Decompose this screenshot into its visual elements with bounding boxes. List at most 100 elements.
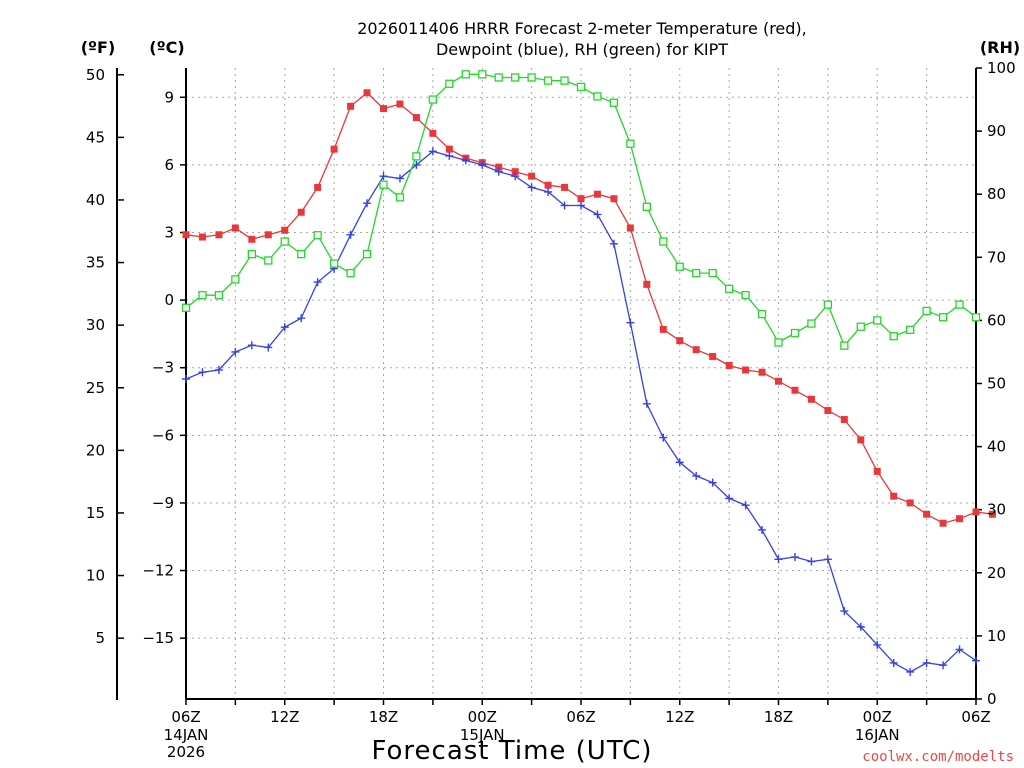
rh-tick-label: 30 <box>987 501 1006 519</box>
data-point <box>231 347 240 356</box>
data-point <box>560 76 569 85</box>
data-point <box>610 195 618 203</box>
data-point <box>494 167 503 176</box>
data-point <box>181 303 191 312</box>
data-point <box>709 352 717 360</box>
data-point <box>445 145 453 153</box>
data-point <box>889 658 898 667</box>
fahrenheit-tick-label: 10 <box>86 567 105 585</box>
data-point <box>247 341 256 350</box>
data-point <box>511 73 520 82</box>
celsius-tick-label: −15 <box>142 629 174 647</box>
data-point <box>972 508 980 516</box>
data-point <box>906 667 915 676</box>
data-point <box>412 114 420 122</box>
data-point <box>214 365 223 374</box>
data-point <box>643 280 651 288</box>
data-point <box>923 510 931 518</box>
data-point <box>676 337 684 345</box>
x-date-label: 16JAN <box>855 726 900 744</box>
data-point <box>544 181 552 189</box>
grid-lines <box>185 68 977 699</box>
data-point <box>840 607 849 616</box>
rh-tick-label: 100 <box>987 59 1016 77</box>
rh-tick-label: 20 <box>987 564 1006 582</box>
data-point <box>198 233 206 241</box>
data-point <box>807 395 815 403</box>
data-point <box>824 407 832 415</box>
data-point <box>972 656 980 665</box>
data-point <box>659 325 667 333</box>
data-point <box>445 151 454 160</box>
data-point <box>659 237 668 246</box>
data-point <box>445 79 454 88</box>
data-point <box>379 172 388 181</box>
data-point <box>461 156 470 165</box>
celsius-tick-label: 3 <box>164 224 174 242</box>
data-point <box>544 187 553 196</box>
data-point <box>363 199 372 208</box>
data-point <box>626 139 635 148</box>
data-point <box>626 318 635 327</box>
data-point <box>774 338 783 347</box>
fahrenheit-tick-label: 20 <box>86 441 105 459</box>
series-2-meter-temperature <box>182 89 996 527</box>
fahrenheit-tick-label: 30 <box>86 316 105 334</box>
data-point <box>182 374 190 383</box>
data-point <box>215 231 223 239</box>
rh-tick-label: 40 <box>987 438 1006 456</box>
celsius-tick-label: 9 <box>164 88 174 106</box>
data-point <box>428 95 438 104</box>
data-point <box>313 278 322 287</box>
data-point <box>330 145 338 153</box>
x-date-label: 15JAN <box>460 726 505 744</box>
x-tick-label: 00Z <box>863 708 892 726</box>
data-point <box>692 268 701 278</box>
data-point <box>182 231 190 239</box>
data-point <box>906 325 915 335</box>
data-point <box>659 433 668 442</box>
credit-text: coolwx.com/modelts <box>862 749 1014 765</box>
data-point <box>428 147 437 156</box>
data-point <box>642 399 651 408</box>
data-point <box>857 436 865 444</box>
x-tick-label: 12Z <box>665 708 694 726</box>
chart-title-line2: Dewpoint (blue), RH (green) for KIPT <box>436 40 728 59</box>
rh-tick-label: 10 <box>987 627 1006 645</box>
data-point <box>593 190 601 198</box>
data-point <box>873 316 882 325</box>
data-point <box>939 661 948 670</box>
data-point <box>543 76 553 85</box>
data-point <box>362 249 372 259</box>
data-point <box>840 416 848 424</box>
fahrenheit-tick-label: 50 <box>86 66 105 84</box>
celsius-tick-label: −6 <box>152 426 174 444</box>
fahrenheit-tick-label: 15 <box>86 504 105 522</box>
data-point <box>873 640 882 649</box>
data-point <box>429 129 437 137</box>
data-point <box>281 226 289 234</box>
data-point <box>775 377 782 385</box>
celsius-tick-label: −9 <box>152 494 174 512</box>
data-point <box>955 300 964 309</box>
x-tick-label: 00Z <box>468 708 497 726</box>
data-point <box>412 160 421 169</box>
rh-unit-label: (RH) <box>980 38 1020 57</box>
data-point <box>231 224 239 232</box>
data-point <box>938 313 948 322</box>
fahrenheit-unit-label: (ºF) <box>81 38 116 57</box>
data-point <box>724 284 734 294</box>
celsius-tick-label: 6 <box>164 156 174 174</box>
data-point <box>527 73 536 82</box>
data-point <box>758 525 767 534</box>
celsius-tick-label: 0 <box>164 291 174 309</box>
data-point <box>708 268 717 278</box>
x-tick-label: 06Z <box>566 708 595 726</box>
series-rh <box>181 70 981 350</box>
celsius-tick-label: −3 <box>152 359 174 377</box>
data-point <box>198 368 207 377</box>
fahrenheit-tick-label: 5 <box>95 629 105 647</box>
tick-labels: 9630−3−6−9−12−15504540353025201510510090… <box>86 59 1016 761</box>
data-point <box>890 492 898 500</box>
data-point <box>231 275 240 284</box>
